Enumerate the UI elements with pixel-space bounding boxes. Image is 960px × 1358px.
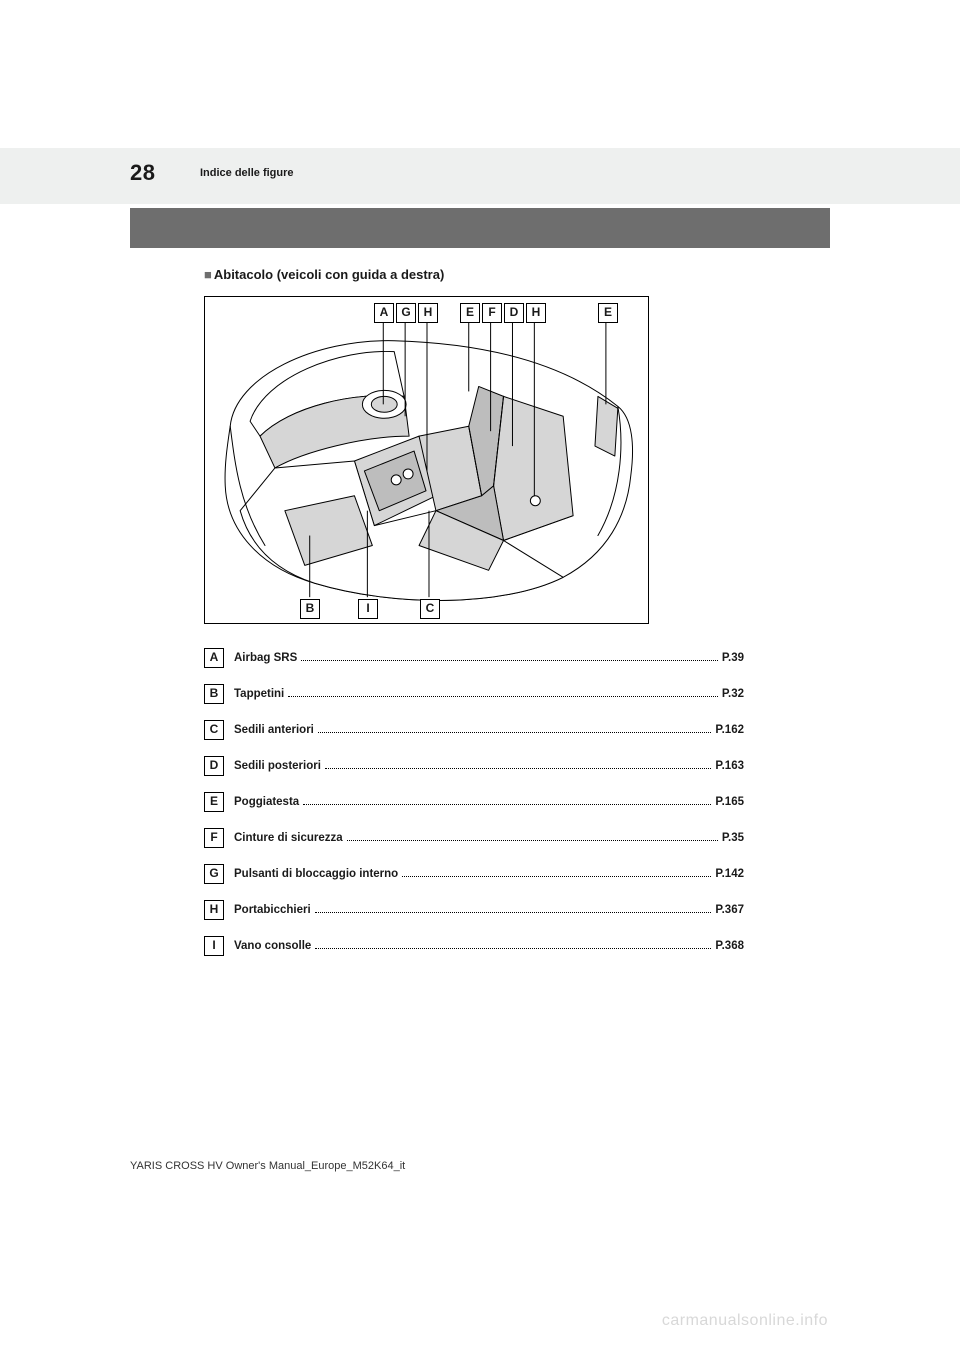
legend-row: I Vano consolle P.368 [204, 928, 744, 964]
legend-leader-dots [288, 689, 718, 697]
legend-row: H Portabicchieri P.367 [204, 892, 744, 928]
legend-leader-dots [301, 653, 718, 661]
subtitle-marker: ■ [204, 267, 212, 282]
legend-letter: A [204, 648, 224, 668]
footer-text: YARIS CROSS HV Owner's Manual_Europe_M52… [130, 1160, 405, 1172]
legend-leader-dots [325, 761, 712, 769]
legend-letter: E [204, 792, 224, 812]
legend-page: P.142 [715, 868, 744, 880]
legend-leader-dots [303, 797, 711, 805]
legend-label: Pulsanti di bloccaggio interno [234, 868, 398, 880]
legend-row: G Pulsanti di bloccaggio interno P.142 [204, 856, 744, 892]
legend-leader-dots [315, 905, 712, 913]
legend-row: C Sedili anteriori P.162 [204, 712, 744, 748]
legend-leader-dots [402, 869, 711, 877]
legend-label: Airbag SRS [234, 652, 297, 664]
legend-leader-dots [347, 833, 718, 841]
legend-leader-dots [315, 941, 711, 949]
legend-row: B Tappetini P.32 [204, 676, 744, 712]
legend-label: Vano consolle [234, 940, 311, 952]
page-number: 28 [130, 160, 155, 186]
legend-letter: D [204, 756, 224, 776]
figure-label: A [374, 303, 394, 323]
legend-page: P.35 [722, 832, 744, 844]
subtitle: ■Abitacolo (veicoli con guida a destra) [204, 267, 444, 282]
legend-leader-dots [318, 725, 712, 733]
legend-label: Portabicchieri [234, 904, 311, 916]
legend-row: F Cinture di sicurezza P.35 [204, 820, 744, 856]
figure-label: F [482, 303, 502, 323]
interior-diagram-svg [205, 297, 648, 623]
figure-label: H [418, 303, 438, 323]
legend-page: P.32 [722, 688, 744, 700]
legend-page: P.163 [715, 760, 744, 772]
legend-row: D Sedili posteriori P.163 [204, 748, 744, 784]
subtitle-text: Abitacolo (veicoli con guida a destra) [214, 267, 444, 282]
legend-page: P.368 [715, 940, 744, 952]
legend-letter: G [204, 864, 224, 884]
legend-list: A Airbag SRS P.39 B Tappetini P.32 C Sedili ant… [204, 640, 744, 964]
header-section-label: Indice delle figure [200, 167, 294, 179]
legend-letter: H [204, 900, 224, 920]
legend-page: P.367 [715, 904, 744, 916]
figure-label: E [460, 303, 480, 323]
legend-letter: I [204, 936, 224, 956]
legend-letter: C [204, 720, 224, 740]
figure-label: E [598, 303, 618, 323]
figure-label: I [358, 599, 378, 619]
legend-label: Cinture di sicurezza [234, 832, 343, 844]
figure-label: C [420, 599, 440, 619]
legend-row: A Airbag SRS P.39 [204, 640, 744, 676]
figure-label: H [526, 303, 546, 323]
legend-label: Tappetini [234, 688, 284, 700]
header-dark-band [130, 208, 830, 248]
figure-label: D [504, 303, 524, 323]
watermark: carmanualsonline.info [662, 1312, 828, 1330]
legend-letter: B [204, 684, 224, 704]
legend-page: P.162 [715, 724, 744, 736]
legend-page: P.165 [715, 796, 744, 808]
interior-figure: AGHEFDHE BIC [204, 296, 649, 624]
legend-label: Poggiatesta [234, 796, 299, 808]
legend-label: Sedili posteriori [234, 760, 321, 772]
legend-letter: F [204, 828, 224, 848]
legend-row: E Poggiatesta P.165 [204, 784, 744, 820]
figure-label: B [300, 599, 320, 619]
legend-page: P.39 [722, 652, 744, 664]
figure-label: G [396, 303, 416, 323]
legend-label: Sedili anteriori [234, 724, 314, 736]
